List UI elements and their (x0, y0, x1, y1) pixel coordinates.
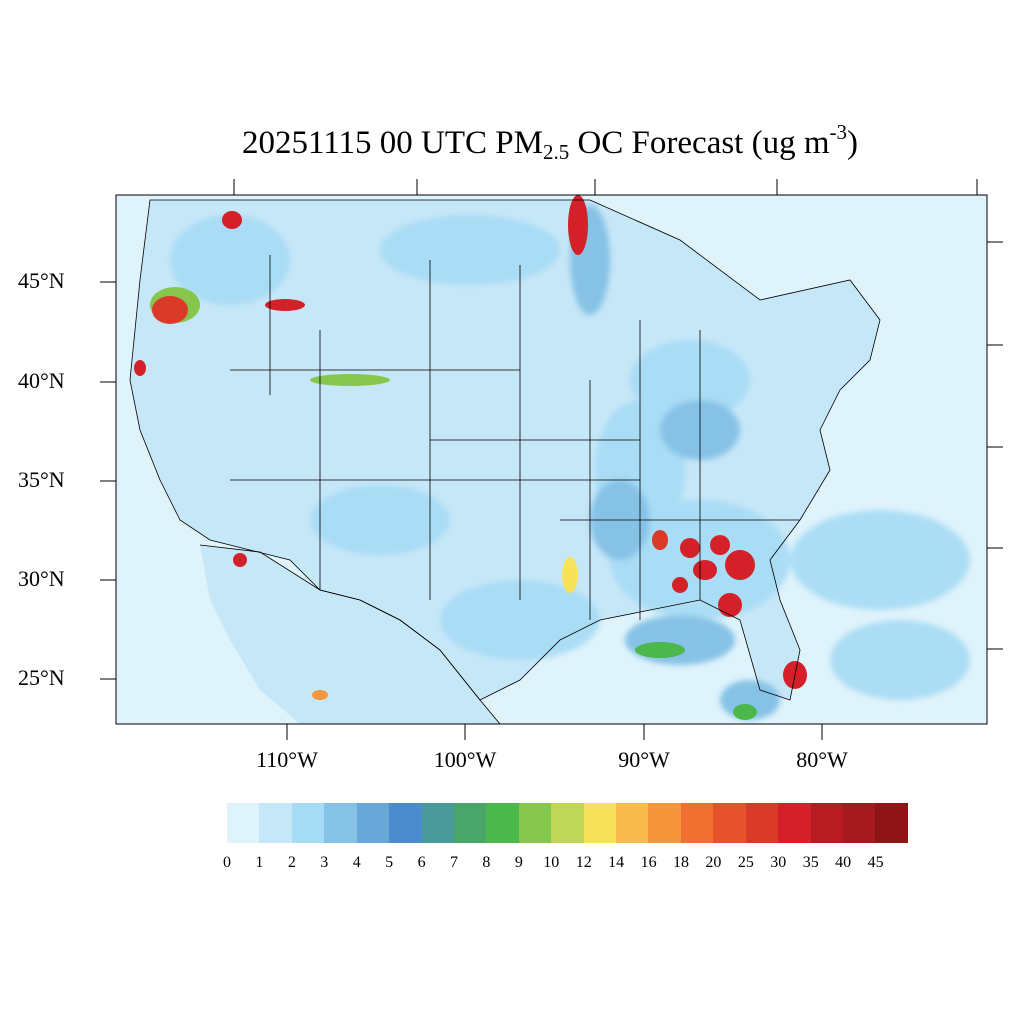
colorbar-swatch (356, 803, 390, 843)
colorbar-swatch (583, 803, 617, 843)
colorbar-swatch (259, 803, 292, 843)
colorbar-tick-label: 1 (255, 854, 264, 871)
colorbar-tick-label: 25 (737, 854, 754, 871)
colorbar-swatch (713, 803, 746, 843)
colorbar-tick-label: 8 (482, 854, 491, 871)
colorbar-swatch (453, 803, 487, 843)
colorbar-tick-label: 18 (673, 854, 689, 871)
lon-label-90w: 90°W (618, 747, 670, 772)
colorbar-tick-label: 45 (867, 854, 884, 871)
title-superscript: -3 (829, 120, 848, 144)
colorbar-tick-label: 4 (352, 854, 361, 871)
lat-label-45n: 45°N (18, 268, 65, 293)
colorbar-tick-label: 7 (450, 854, 458, 871)
colorbar-swatch (486, 803, 519, 843)
colorbar-tick-label: 10 (543, 854, 560, 871)
map-frame (115, 194, 988, 725)
field-hotspots (134, 195, 807, 720)
title-main: 20251115 00 UTC PM (241, 125, 543, 161)
colorbar-swatch (324, 803, 357, 843)
colorbar-swatch (389, 803, 422, 843)
colorbar-tick-label: 5 (385, 854, 394, 871)
map-field (116, 195, 987, 724)
colorbar-swatch (680, 803, 714, 843)
colorbar-swatch (778, 803, 811, 843)
title-middle: OC Forecast (ug m (569, 125, 830, 161)
lat-label-25n: 25°N (18, 665, 65, 690)
colorbar-tick-label: 35 (802, 854, 819, 871)
colorbar-swatch (518, 803, 552, 843)
colorbar-swatch (551, 803, 584, 843)
colorbar-tick-label: 0 (223, 854, 231, 871)
lon-label-80w: 80°W (796, 747, 848, 772)
lat-label-35n: 35°N (18, 467, 65, 492)
colorbar-swatch (648, 803, 681, 843)
colorbar (227, 803, 908, 843)
title-end: ) (847, 125, 859, 161)
colorbar-tick-label: 9 (514, 854, 523, 871)
colorbar-tick-label: 12 (575, 854, 592, 871)
colorbar-tick-label: 3 (320, 854, 329, 871)
colorbar-swatch (227, 803, 260, 843)
colorbar-tick-label: 20 (705, 854, 722, 871)
colorbar-tick-label: 40 (835, 854, 852, 871)
axis-ticks (100, 179, 1003, 740)
colorbar-tick-label: 6 (417, 854, 426, 871)
colorbar-swatch (875, 803, 908, 843)
colorbar-swatch (616, 803, 649, 843)
title-subscript: 2.5 (542, 140, 570, 164)
colorbar-swatch (291, 803, 325, 843)
colorbar-tick-label: 14 (608, 854, 625, 871)
colorbar-swatch (421, 803, 454, 843)
mexico-land (200, 545, 500, 724)
lon-label-100w: 100°W (433, 747, 497, 772)
colorbar-swatch (843, 803, 876, 843)
colorbar-tick-label: 16 (640, 854, 657, 871)
colorbar-swatch (810, 803, 844, 843)
colorbar-swatch (745, 803, 779, 843)
lat-label-40n: 40°N (18, 368, 65, 393)
map-title: 20251115 00 UTC PM2.5 OC Forecast (ug m-… (0, 120, 1024, 165)
lon-label-110w: 110°W (256, 747, 318, 772)
colorbar-tick-label: 30 (770, 854, 787, 871)
boundaries (129, 199, 881, 724)
colorbar-tick-label: 2 (287, 854, 296, 871)
lat-label-30n: 30°N (18, 566, 65, 591)
